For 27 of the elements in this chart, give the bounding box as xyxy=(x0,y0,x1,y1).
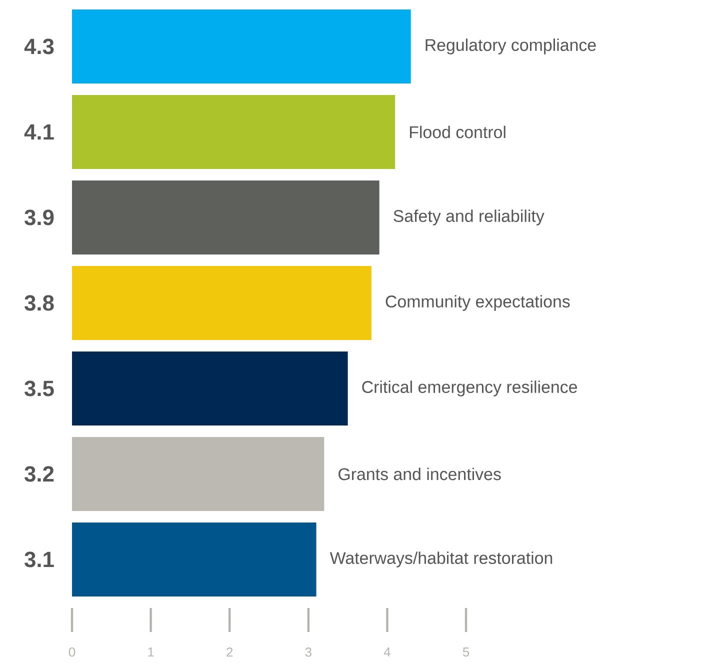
bar xyxy=(72,436,324,511)
data-label: 3.9 xyxy=(24,210,54,226)
bar xyxy=(72,94,396,169)
y-tick-label: Waterways/habitat restoration xyxy=(330,552,552,568)
bar xyxy=(72,522,316,596)
x-tick-label: 2 xyxy=(226,648,233,657)
x-tick-label: 0 xyxy=(68,648,76,657)
data-label: 4.3 xyxy=(24,38,54,54)
x-tick-label: 5 xyxy=(462,648,470,657)
bar xyxy=(72,266,372,340)
y-tick-label: Community expectations xyxy=(386,295,570,311)
data-label: 3.2 xyxy=(24,466,54,482)
data-label: 3.1 xyxy=(24,552,54,568)
data-label: 4.1 xyxy=(24,124,54,140)
y-tick-label: Safety and reliability xyxy=(394,210,544,226)
y-tick-label: Regulatory compliance xyxy=(426,38,596,54)
data-label: 3.8 xyxy=(24,295,54,311)
y-tick-label: Grants and incentives xyxy=(338,468,501,480)
data-label: 3.5 xyxy=(24,380,54,396)
bar xyxy=(72,351,348,426)
x-tick-label: 4 xyxy=(384,648,390,656)
y-tick-label: Critical emergency resilience xyxy=(362,380,578,396)
x-tick-label: 1 xyxy=(148,648,154,656)
x-tick-label: 3 xyxy=(305,648,312,657)
y-tick-label: Flood control xyxy=(410,126,506,138)
bar xyxy=(72,9,411,84)
bar xyxy=(72,180,380,254)
